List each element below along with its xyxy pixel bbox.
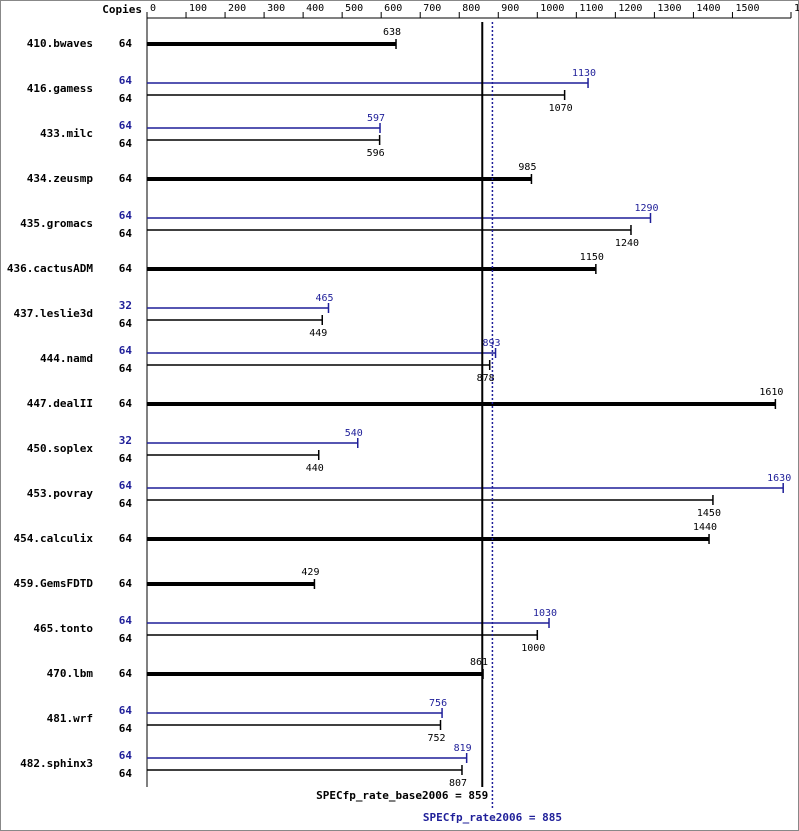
value-label: 1450: [697, 508, 721, 519]
copies-label: 64: [119, 532, 133, 545]
benchmark-label: 453.povray: [27, 487, 94, 500]
copies-label: 64: [119, 767, 133, 780]
benchmark-label: 470.lbm: [47, 667, 94, 680]
copies-label: 64: [119, 397, 133, 410]
x-tick-label: 900: [501, 3, 519, 14]
copies-label: 32: [119, 434, 132, 447]
value-label: 1610: [759, 387, 783, 398]
copies-label: 64: [119, 577, 133, 590]
copies-label: 64: [119, 172, 133, 185]
x-tick-label: 0: [150, 3, 156, 14]
benchmark-label: 450.soplex: [27, 442, 94, 455]
copies-label: 64: [119, 704, 133, 717]
x-tick-label: 200: [228, 3, 246, 14]
value-label: 1070: [549, 103, 573, 114]
value-label: 1030: [533, 608, 557, 619]
copies-label: 64: [119, 74, 133, 87]
x-tick-label: 600: [384, 3, 402, 14]
copies-label: 64: [119, 227, 133, 240]
copies-label: 64: [119, 37, 133, 50]
copies-label: 64: [119, 92, 133, 105]
benchmark-label: 435.gromacs: [20, 217, 93, 230]
value-label: 597: [367, 113, 385, 124]
value-label: 752: [427, 733, 445, 744]
value-label: 440: [306, 463, 324, 474]
x-tick-label: 100: [189, 3, 207, 14]
value-label: 465: [315, 293, 333, 304]
value-label: 807: [449, 778, 467, 789]
value-label: 1440: [693, 522, 717, 533]
value-label: 540: [345, 428, 363, 439]
copies-label: 64: [119, 344, 133, 357]
benchmark-label: 434.zeusmp: [27, 172, 94, 185]
benchmark-label: 444.namd: [40, 352, 93, 365]
benchmark-label: 465.tonto: [33, 622, 93, 635]
benchmark-label: 454.calculix: [14, 532, 94, 545]
benchmark-label: 410.bwaves: [27, 37, 93, 50]
x-tick-label: 700: [423, 3, 441, 14]
value-label: 429: [301, 567, 319, 578]
reference-label: SPECfp_rate_base2006 = 859: [316, 789, 488, 802]
x-tick-label: 1100: [579, 3, 603, 14]
copies-label: 32: [119, 299, 132, 312]
copies-label: 64: [119, 137, 133, 150]
benchmark-label: 437.leslie3d: [14, 307, 93, 320]
benchmark-label: 433.milc: [40, 127, 93, 140]
value-label: 596: [367, 148, 385, 159]
value-label: 1130: [572, 68, 596, 79]
benchmark-label: 459.GemsFDTD: [14, 577, 94, 590]
copies-label: 64: [119, 722, 133, 735]
copies-label: 64: [119, 667, 133, 680]
benchmark-label: 436.cactusADM: [7, 262, 93, 275]
x-tick-label: 1400: [696, 3, 720, 14]
copies-header: Copies: [102, 3, 142, 16]
copies-label: 64: [119, 479, 133, 492]
benchmark-label: 481.wrf: [47, 712, 93, 725]
copies-label: 64: [119, 209, 133, 222]
copies-label: 64: [119, 452, 133, 465]
value-label: 449: [309, 328, 327, 339]
x-tick-label: 800: [462, 3, 480, 14]
value-label: 756: [429, 698, 447, 709]
x-tick-label: 1650: [794, 3, 799, 14]
value-label: 819: [454, 743, 472, 754]
value-label: 893: [483, 338, 501, 349]
copies-label: 64: [119, 262, 133, 275]
value-label: 638: [383, 27, 401, 38]
x-tick-label: 500: [345, 3, 363, 14]
value-label: 861: [470, 657, 488, 668]
benchmark-label: 482.sphinx3: [20, 757, 93, 770]
copies-label: 64: [119, 362, 133, 375]
copies-label: 64: [119, 317, 133, 330]
copies-label: 64: [119, 749, 133, 762]
value-label: 1150: [580, 252, 604, 263]
x-tick-label: 400: [306, 3, 324, 14]
copies-label: 64: [119, 632, 133, 645]
value-label: 1290: [634, 203, 658, 214]
value-label: 1630: [767, 473, 791, 484]
benchmark-label: 447.dealII: [27, 397, 93, 410]
x-tick-label: 1300: [657, 3, 681, 14]
benchmark-label: 416.gamess: [27, 82, 93, 95]
value-label: 985: [518, 162, 536, 173]
copies-label: 64: [119, 497, 133, 510]
x-tick-label: 1000: [540, 3, 564, 14]
copies-label: 64: [119, 614, 133, 627]
value-label: 1240: [615, 238, 639, 249]
copies-label: 64: [119, 119, 133, 132]
x-tick-label: 1200: [618, 3, 642, 14]
x-tick-label: 1500: [735, 3, 759, 14]
value-label: 1000: [521, 643, 545, 654]
x-tick-label: 300: [267, 3, 285, 14]
value-label: 878: [477, 373, 495, 384]
reference-label: SPECfp_rate2006 = 885: [423, 811, 562, 824]
